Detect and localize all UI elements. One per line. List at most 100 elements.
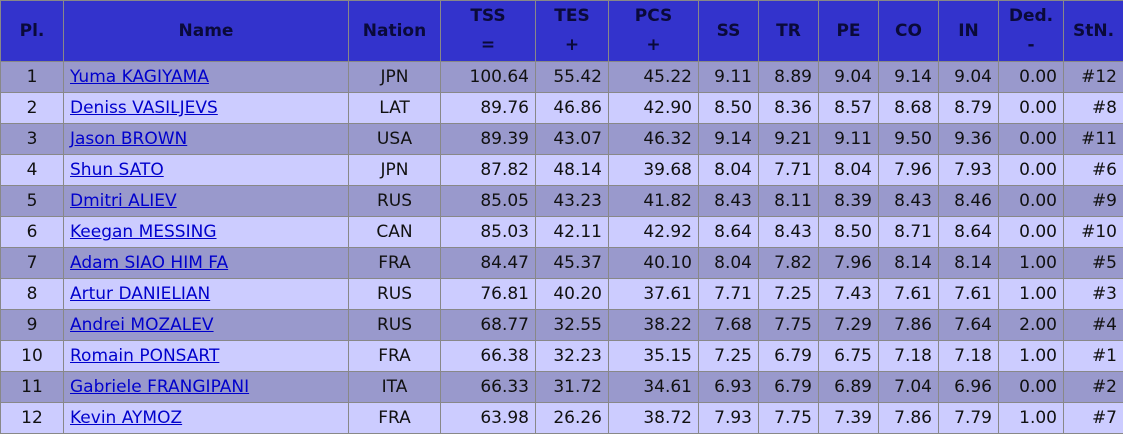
cell: 55.42	[535, 61, 609, 93]
cell: FRA	[348, 340, 441, 372]
cell: 9.11	[698, 61, 759, 93]
cell: 9.04	[818, 61, 879, 93]
result-row: 9 Andrei MOZALEV RUS 68.77 32.55 38.22 7.68 7.7…	[0, 309, 1123, 341]
header-label: TES	[554, 6, 590, 26]
header-label: PCS	[634, 6, 673, 26]
cell: 68.77	[440, 309, 536, 341]
cell: 9.14	[878, 61, 939, 93]
skater-link[interactable]: Yuma KAGIYAMA	[70, 67, 209, 87]
cell: 85.05	[440, 185, 536, 217]
cell: Andrei MOZALEV	[63, 309, 349, 341]
cell: 8.64	[698, 216, 759, 248]
cell: 39.68	[608, 154, 699, 186]
cell: 8.50	[698, 92, 759, 124]
cell: 7.96	[818, 247, 879, 279]
skater-link[interactable]: Keegan MESSING	[70, 222, 217, 242]
cell: 7.39	[818, 402, 879, 434]
cell: Kevin AYMOZ	[63, 402, 349, 434]
skater-link[interactable]: Shun SATO	[70, 160, 164, 180]
cell: 9.50	[878, 123, 939, 155]
cell: 37.61	[608, 278, 699, 310]
cell: 6.89	[818, 371, 879, 403]
column-header: TES +	[535, 0, 609, 62]
cell: 8.14	[878, 247, 939, 279]
header-sub: +	[646, 35, 661, 55]
cell: 8.68	[878, 92, 939, 124]
cell: 8.39	[818, 185, 879, 217]
cell: 6	[0, 216, 64, 248]
cell: 6.93	[698, 371, 759, 403]
cell: 7.71	[698, 278, 759, 310]
cell: 7.64	[938, 309, 999, 341]
cell: #10	[1063, 216, 1123, 248]
cell: 8.57	[818, 92, 879, 124]
cell: #2	[1063, 371, 1123, 403]
result-row: 8 Artur DANIELIAN RUS 76.81 40.20 37.61 7.71 7.…	[0, 278, 1123, 310]
cell: #3	[1063, 278, 1123, 310]
cell: 0.00	[998, 371, 1064, 403]
cell: Artur DANIELIAN	[63, 278, 349, 310]
cell: 6.75	[818, 340, 879, 372]
cell: 43.23	[535, 185, 609, 217]
skater-link[interactable]: Andrei MOZALEV	[70, 315, 214, 335]
cell: 46.86	[535, 92, 609, 124]
cell: 7.29	[818, 309, 879, 341]
cell: 7	[0, 247, 64, 279]
header-label: TR	[776, 20, 801, 41]
header-label: StN.	[1072, 20, 1115, 41]
cell: 7.25	[698, 340, 759, 372]
cell: 8.43	[878, 185, 939, 217]
header-label: Nation	[362, 20, 427, 41]
cell: Shun SATO	[63, 154, 349, 186]
skater-link[interactable]: Gabriele FRANGIPANI	[70, 377, 250, 397]
cell: 8.14	[938, 247, 999, 279]
cell: 8.50	[818, 216, 879, 248]
cell: RUS	[348, 309, 441, 341]
cell: 0.00	[998, 216, 1064, 248]
column-header: PE	[818, 0, 879, 62]
skater-link[interactable]: Adam SIAO HIM FA	[70, 253, 229, 273]
cell: 40.10	[608, 247, 699, 279]
cell: #11	[1063, 123, 1123, 155]
header-label: Pl.	[19, 20, 45, 41]
skater-link[interactable]: Jason BROWN	[70, 129, 188, 149]
result-row: 12 Kevin AYMOZ FRA 63.98 26.26 38.72 7.93 7.75 7…	[0, 402, 1123, 434]
cell: Jason BROWN	[63, 123, 349, 155]
skater-link[interactable]: Kevin AYMOZ	[70, 408, 183, 428]
result-row: 10 Romain PONSART FRA 66.38 32.23 35.15 7.25 6.…	[0, 340, 1123, 372]
cell: 0.00	[998, 61, 1064, 93]
cell: 7.43	[818, 278, 879, 310]
skater-link[interactable]: Artur DANIELIAN	[70, 284, 211, 304]
cell: 7.04	[878, 371, 939, 403]
cell: 3	[0, 123, 64, 155]
cell: 1.00	[998, 340, 1064, 372]
cell: #6	[1063, 154, 1123, 186]
cell: 85.03	[440, 216, 536, 248]
cell: Gabriele FRANGIPANI	[63, 371, 349, 403]
result-row: 5 Dmitri ALIEV RUS 85.05 43.23 41.82 8.43 8.11 8…	[0, 185, 1123, 217]
cell: USA	[348, 123, 441, 155]
column-header: IN	[938, 0, 999, 62]
header-sub: =	[480, 35, 496, 55]
cell: 8.43	[758, 216, 819, 248]
cell: 89.39	[440, 123, 536, 155]
skater-link[interactable]: Deniss VASILJEVS	[70, 98, 218, 118]
skater-link[interactable]: Romain PONSART	[70, 346, 220, 366]
cell: 9.21	[758, 123, 819, 155]
cell: 2.00	[998, 309, 1064, 341]
skater-link[interactable]: Dmitri ALIEV	[70, 191, 177, 211]
column-header: CO	[878, 0, 939, 62]
cell: 31.72	[535, 371, 609, 403]
cell: 7.79	[938, 402, 999, 434]
cell: RUS	[348, 185, 441, 217]
cell: 100.64	[440, 61, 536, 93]
cell: 9.04	[938, 61, 999, 93]
header-label: TSS	[470, 6, 506, 26]
header-label: Name	[178, 20, 234, 41]
cell: 7.61	[878, 278, 939, 310]
cell: 11	[0, 371, 64, 403]
header-label: CO	[895, 20, 922, 41]
cell: Deniss VASILJEVS	[63, 92, 349, 124]
cell: FRA	[348, 402, 441, 434]
